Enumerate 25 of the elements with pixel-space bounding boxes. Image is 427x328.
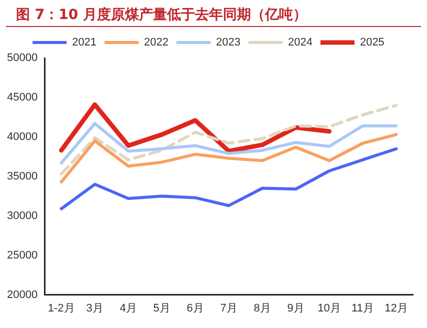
x-tick-label: 3月 (86, 302, 104, 314)
x-tick-label: 11月 (352, 302, 374, 314)
y-tick-label: 30000 (6, 210, 38, 222)
x-tick-label: 5月 (153, 302, 170, 314)
y-tick-label: 45000 (6, 92, 38, 104)
x-tick-label: 9月 (287, 302, 304, 314)
legend-label: 2022 (144, 36, 169, 49)
x-tick-label: 4月 (120, 302, 137, 314)
x-tick-label: 6月 (186, 302, 204, 314)
x-tick-label: 10月 (318, 302, 341, 314)
line-series (60, 104, 398, 176)
x-tick-label: 12月 (384, 302, 408, 314)
x-tick-label: 7月 (220, 302, 238, 314)
chart-title: 图 7：10 月度原煤产量低于去年同期（亿吨） (6, 0, 421, 27)
legend-label: 2023 (216, 36, 240, 49)
y-tick-label: 35000 (6, 170, 38, 182)
y-tick-label: 50000 (6, 52, 38, 64)
y-tick-label: 25000 (6, 249, 38, 262)
x-tick-label: 8月 (254, 302, 271, 314)
y-tick-label: 40000 (6, 130, 38, 143)
legend-label: 2021 (72, 36, 97, 49)
legend-label: 2024 (288, 36, 312, 49)
legend-label: 2025 (360, 36, 384, 49)
y-tick-label: 20000 (6, 288, 38, 301)
x-tick-label: 1-2月 (48, 302, 75, 314)
